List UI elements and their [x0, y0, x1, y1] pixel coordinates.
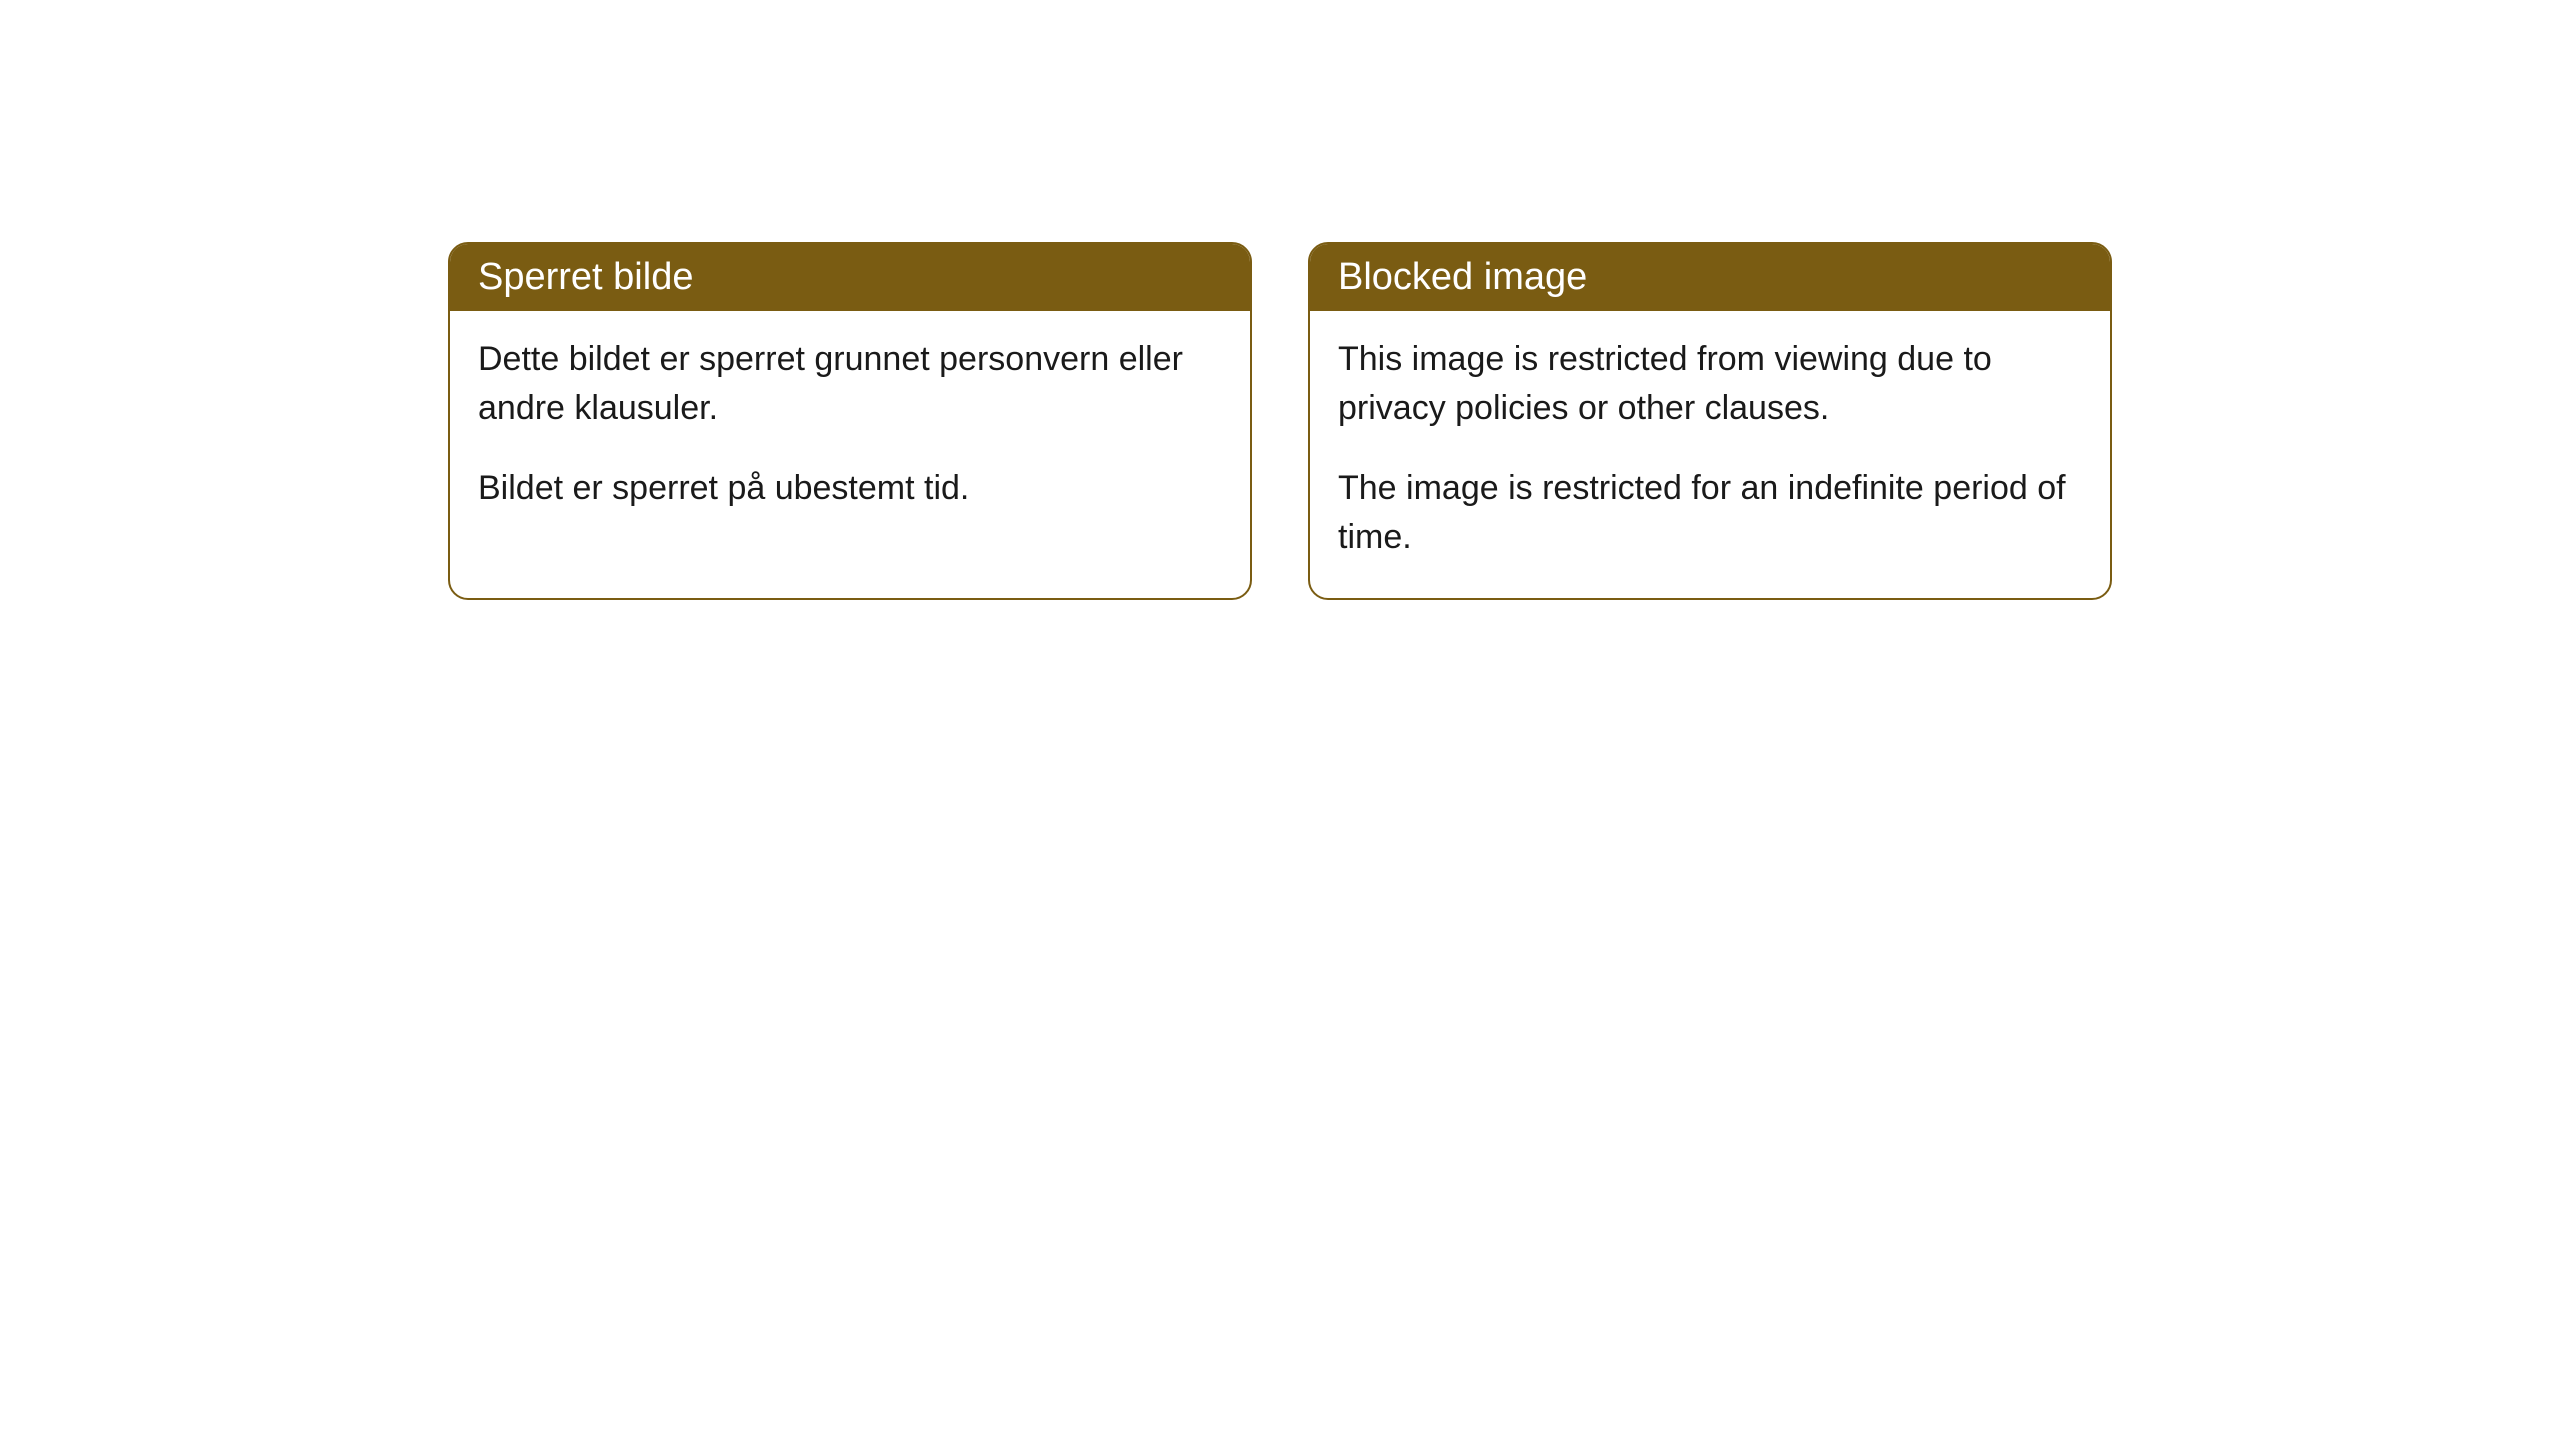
card-paragraph: This image is restricted from viewing du…: [1338, 335, 2082, 434]
card-paragraph: Dette bildet er sperret grunnet personve…: [478, 335, 1222, 434]
card-header-norwegian: Sperret bilde: [450, 244, 1250, 311]
notice-card-norwegian: Sperret bilde Dette bildet er sperret gr…: [448, 242, 1252, 600]
card-paragraph: The image is restricted for an indefinit…: [1338, 464, 2082, 563]
notice-card-english: Blocked image This image is restricted f…: [1308, 242, 2112, 600]
card-paragraph: Bildet er sperret på ubestemt tid.: [478, 464, 1222, 513]
notice-cards-container: Sperret bilde Dette bildet er sperret gr…: [0, 0, 2560, 600]
card-body-norwegian: Dette bildet er sperret grunnet personve…: [450, 311, 1250, 549]
card-body-english: This image is restricted from viewing du…: [1310, 311, 2110, 598]
card-title: Blocked image: [1338, 256, 1587, 298]
card-title: Sperret bilde: [478, 256, 693, 298]
card-header-english: Blocked image: [1310, 244, 2110, 311]
